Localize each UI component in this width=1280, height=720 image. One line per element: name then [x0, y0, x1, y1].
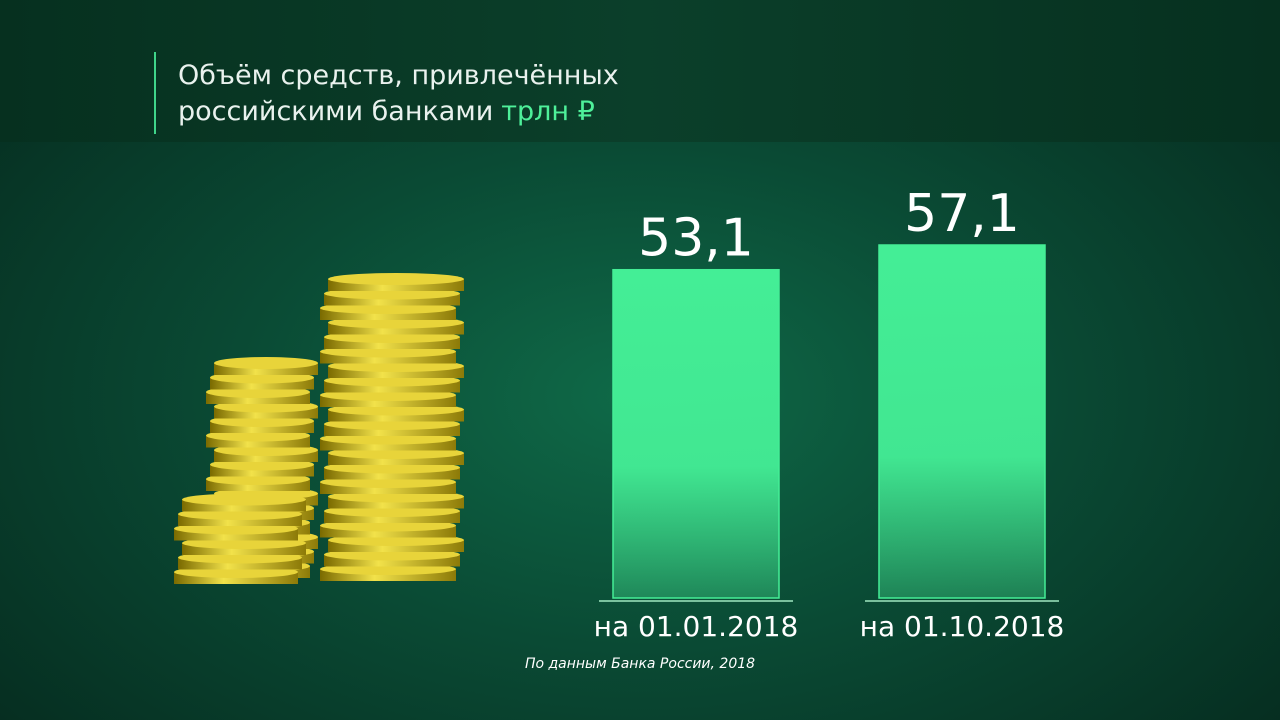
bar	[612, 268, 780, 599]
chart-title: Объём средств, привлечённых российскими …	[178, 60, 619, 127]
chart-title-block: Объём средств, привлечённых российскими …	[178, 58, 648, 130]
value-label: 53,1	[638, 209, 754, 269]
x-tick-label: на 01.01.2018	[594, 610, 799, 643]
title-accent	[154, 52, 156, 134]
coin-face	[328, 273, 464, 285]
coin-face	[182, 493, 306, 506]
source-note: По данным Банка России, 2018	[525, 656, 755, 672]
header-band	[0, 0, 1280, 142]
coin-face	[214, 357, 318, 369]
x-tick-label: на 01.10.2018	[860, 610, 1065, 643]
coin-illustration	[174, 273, 464, 584]
unit-label: трлн ₽	[501, 96, 595, 127]
bar	[878, 244, 1046, 599]
value-label: 57,1	[904, 184, 1020, 244]
